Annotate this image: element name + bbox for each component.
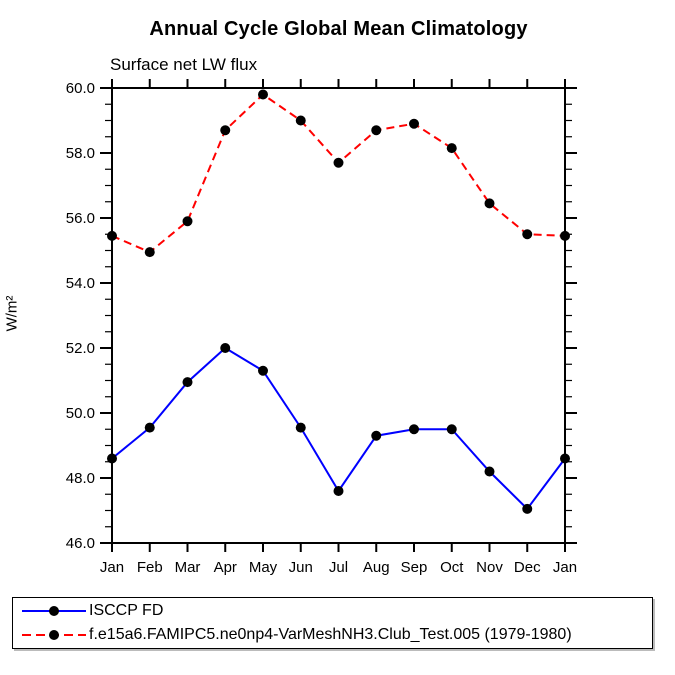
data-point-marker bbox=[295, 422, 306, 433]
x-tick-label: Feb bbox=[137, 559, 163, 576]
x-tick-label: Sep bbox=[401, 559, 428, 576]
legend-box: ISCCP FD f.e15a6.FAMIPC5.ne0np4-VarMeshN… bbox=[12, 597, 653, 649]
y-tick-label: 54.0 bbox=[66, 275, 95, 292]
x-tick-label: May bbox=[249, 559, 278, 576]
y-tick-label: 60.0 bbox=[66, 80, 95, 97]
legend-label: ISCCP FD bbox=[89, 602, 164, 620]
data-point-marker bbox=[409, 118, 419, 129]
x-tick-label: Aug bbox=[363, 559, 390, 576]
y-tick-label: 52.0 bbox=[66, 340, 95, 357]
legend-item-isccp-fd: ISCCP FD bbox=[19, 600, 652, 623]
data-point-marker bbox=[107, 230, 117, 241]
data-point-marker bbox=[446, 424, 457, 435]
x-tick-label: Jan bbox=[553, 559, 577, 576]
data-point-marker bbox=[182, 377, 193, 388]
y-tick-label: 50.0 bbox=[66, 405, 95, 422]
data-point-marker bbox=[107, 453, 117, 464]
legend-line-sample-solid bbox=[22, 606, 86, 617]
y-tick-label: 56.0 bbox=[66, 210, 95, 227]
series-line-0 bbox=[111, 346, 566, 511]
x-tick-label: Oct bbox=[440, 559, 464, 576]
x-tick-label: Mar bbox=[175, 559, 201, 576]
data-point-marker bbox=[144, 247, 155, 258]
legend-item-model-run: f.e15a6.FAMIPC5.ne0np4-VarMeshNH3.Club_T… bbox=[19, 623, 652, 646]
data-point-marker bbox=[220, 343, 231, 353]
data-point-marker bbox=[144, 422, 155, 433]
data-point-marker bbox=[522, 503, 533, 514]
data-point-marker bbox=[220, 125, 231, 136]
data-point-marker bbox=[258, 365, 268, 376]
data-point-marker bbox=[182, 216, 193, 227]
x-tick-label: Jun bbox=[289, 559, 313, 576]
data-point-marker bbox=[333, 157, 344, 168]
data-point-marker bbox=[484, 466, 495, 477]
x-tick-label: Jan bbox=[100, 559, 124, 576]
x-tick-label: Dec bbox=[514, 559, 541, 576]
y-tick-label: 48.0 bbox=[66, 470, 95, 487]
chart-subtitle: Surface net LW flux bbox=[110, 55, 258, 74]
y-tick-label: 46.0 bbox=[66, 535, 95, 552]
data-point-marker bbox=[446, 143, 457, 154]
data-point-marker bbox=[484, 198, 495, 209]
series-line-1 bbox=[111, 93, 566, 254]
chart-title: Annual Cycle Global Mean Climatology bbox=[149, 18, 528, 40]
data-point-marker bbox=[258, 89, 268, 100]
plot-frame bbox=[111, 87, 566, 544]
legend-label: f.e15a6.FAMIPC5.ne0np4-VarMeshNH3.Club_T… bbox=[89, 625, 572, 643]
data-point-marker bbox=[560, 230, 570, 241]
legend-line-sample-dashed bbox=[22, 629, 86, 640]
data-point-marker bbox=[409, 424, 419, 435]
data-point-marker bbox=[371, 430, 382, 441]
data-point-marker bbox=[371, 125, 382, 136]
x-tick-label: Jul bbox=[329, 559, 348, 576]
data-point-marker bbox=[560, 453, 570, 464]
data-point-marker bbox=[295, 115, 306, 126]
x-tick-label: Apr bbox=[214, 559, 237, 576]
data-point-marker bbox=[522, 229, 533, 240]
x-tick-label: Nov bbox=[476, 559, 503, 576]
data-point-marker bbox=[333, 486, 344, 496]
y-tick-label: 58.0 bbox=[66, 145, 95, 162]
